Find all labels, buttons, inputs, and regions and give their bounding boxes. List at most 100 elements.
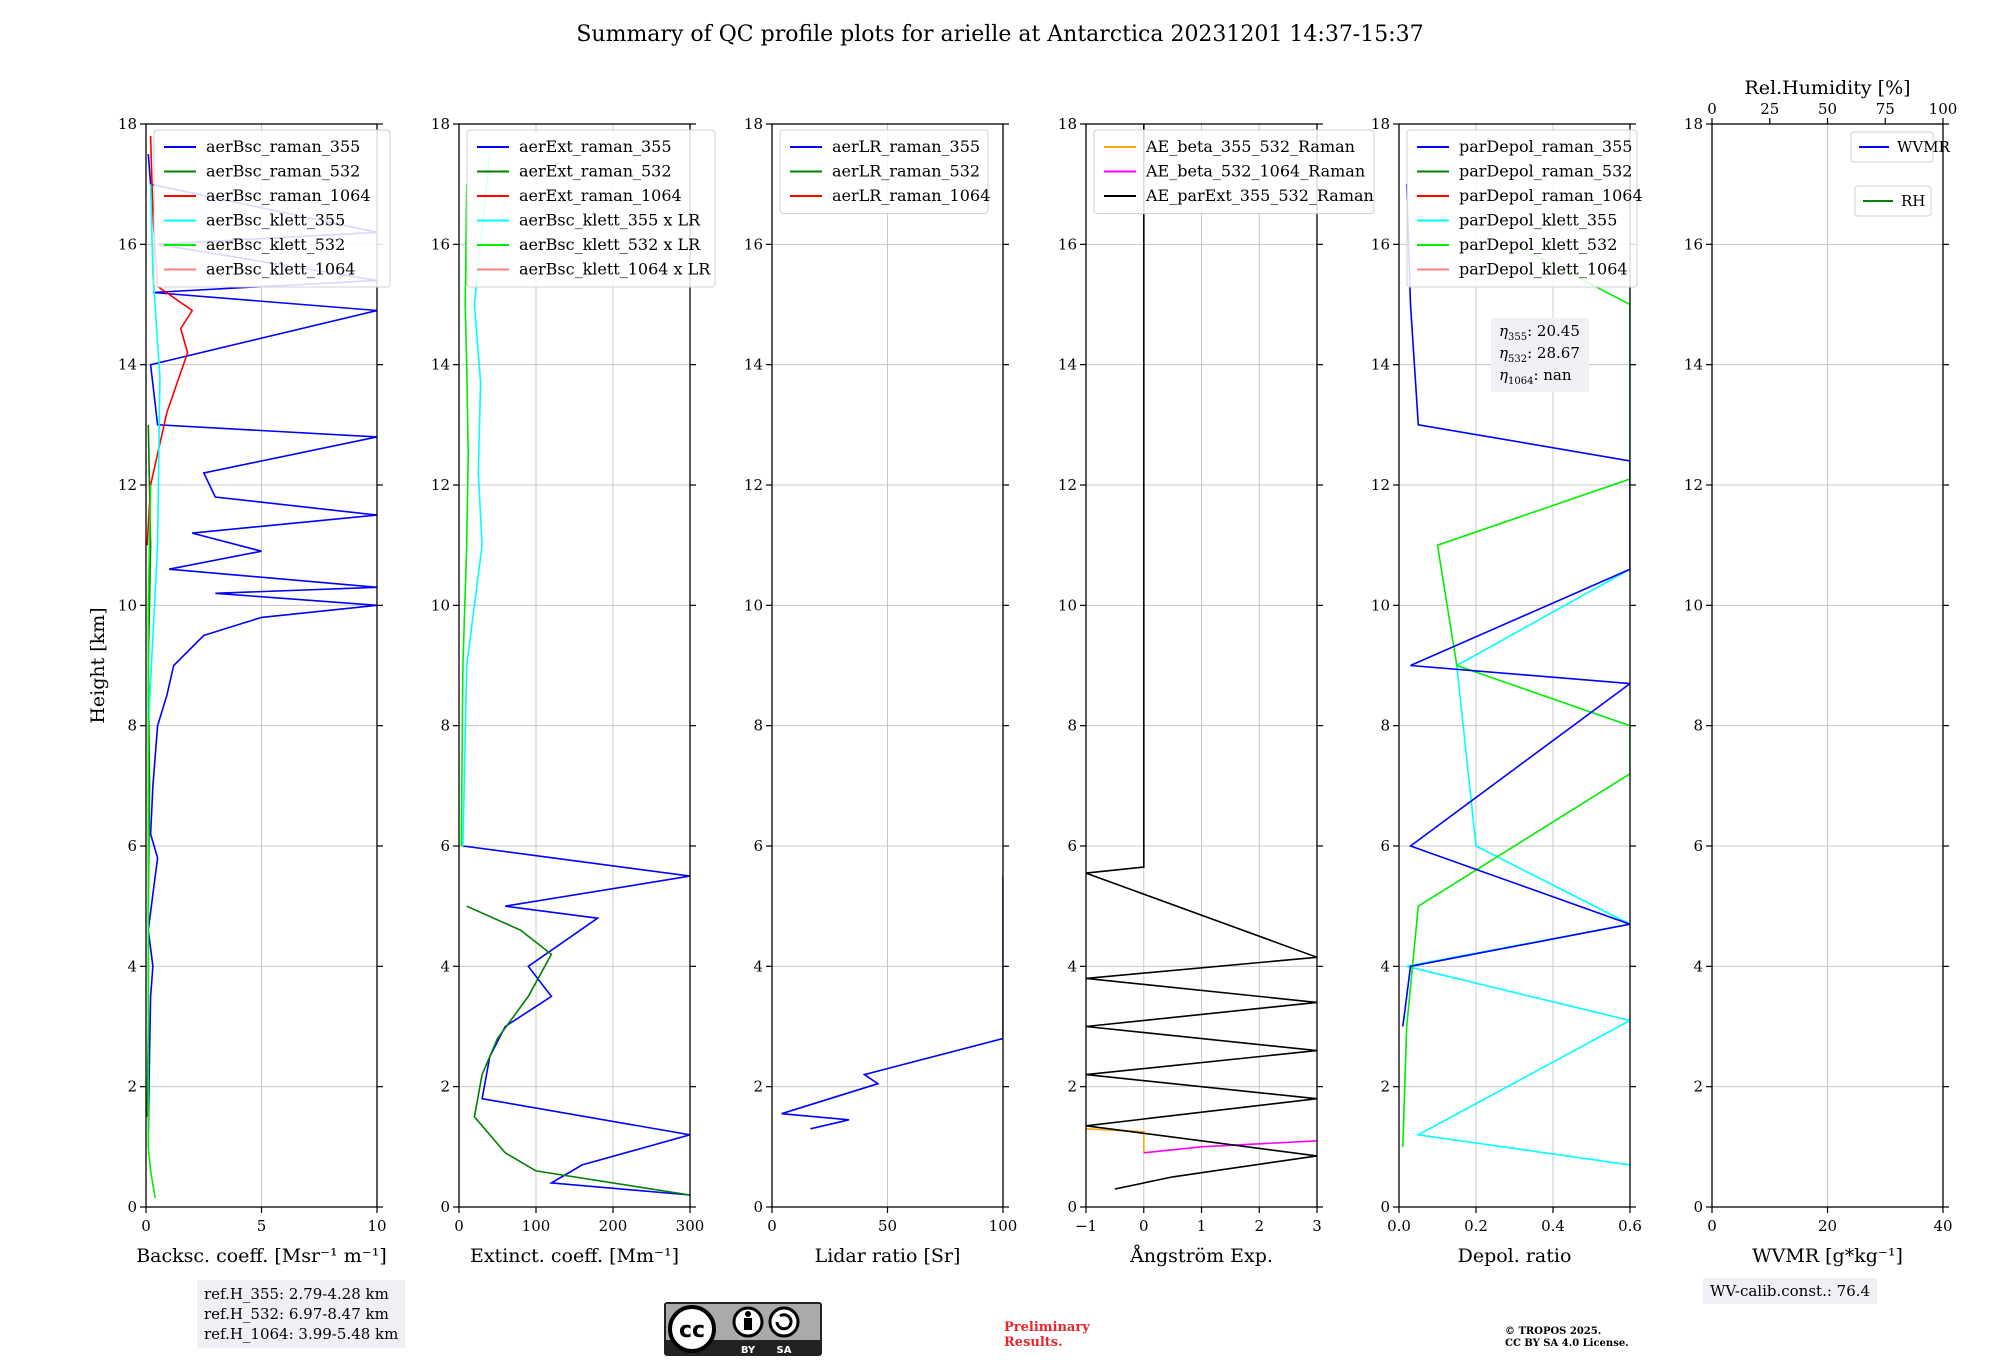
legend-label: aerLR_raman_355 (832, 137, 980, 156)
legend-label: parDepol_klett_1064 (1459, 260, 1628, 279)
top-x-tick-label: 75 (1876, 100, 1895, 118)
wv-calibration-box: WV-calib.const.: 76.4 (1703, 1278, 1878, 1304)
eta-value: : 20.45 (1527, 322, 1580, 340)
panel-extinction: 0 2 4 6 8 10 12 14 16 18 0 100 200 300 Extinct. coeff.… (431, 115, 716, 1267)
y-tick-label: 16 (1684, 235, 1703, 253)
eta-subscript: 355 (1508, 332, 1527, 343)
y-tick-label: 6 (440, 837, 450, 855)
y-tick-label: 16 (1058, 235, 1077, 253)
x-tick-label: 0.2 (1464, 1217, 1488, 1235)
legend-label: parDepol_raman_355 (1459, 137, 1632, 156)
y-tick-label: 14 (118, 356, 137, 374)
eta-value: : nan (1533, 366, 1571, 384)
y-tick-label: 12 (1058, 476, 1077, 494)
plot-frame (771, 123, 1004, 1208)
legend-label: aerExt_raman_1064 (519, 186, 682, 205)
series-line (1143, 1140, 1317, 1154)
series-line (1402, 243, 1630, 1147)
legend-label: aerBsc_klett_1064 x LR (519, 260, 711, 279)
y-tick-label: 16 (118, 235, 137, 253)
series-line (1406, 154, 1630, 1166)
cc-by-text: BY (741, 1345, 756, 1356)
series-line (460, 184, 470, 847)
y-tick-label: 10 (118, 596, 137, 614)
legend-label: aerBsc_raman_532 (206, 162, 360, 181)
legend-box (1406, 129, 1638, 288)
series-line (1086, 1128, 1145, 1153)
y-tick-label: 14 (431, 356, 450, 374)
x-tick-label: 10 (367, 1217, 386, 1235)
legend-label: parDepol_klett_532 (1459, 235, 1617, 254)
legend-label: AE_beta_355_532_Raman (1145, 137, 1355, 156)
y-tick-label: 4 (440, 957, 450, 975)
x-axis-label: WVMR [g*kg⁻¹] (1752, 1245, 1903, 1267)
y-tick-label: 0 (127, 1198, 137, 1216)
y-tick-label: 4 (753, 957, 763, 975)
y-tick-label: 6 (1067, 837, 1077, 855)
legend-label: aerBsc_klett_355 (206, 211, 345, 230)
x-axis-label: Backsc. coeff. [Msr⁻¹ m⁻¹] (136, 1245, 387, 1267)
x-tick-label: 0 (454, 1217, 464, 1235)
series-line (1086, 124, 1317, 1190)
reference-heights-box: ref.H_355: 2.79-4.28 km ref.H_532: 6.97-… (197, 1280, 406, 1348)
y-tick-label: 0 (440, 1198, 450, 1216)
y-tick-label: 16 (431, 235, 450, 253)
eta-value: : 28.67 (1527, 344, 1580, 362)
legend-label: parDepol_raman_1064 (1459, 186, 1643, 205)
y-tick-label: 16 (744, 235, 763, 253)
y-tick-label: 2 (1693, 1078, 1703, 1096)
top-x-tick-label: 0 (1707, 100, 1717, 118)
top-x-tick-label: 25 (1760, 100, 1779, 118)
y-tick-label: 0 (1380, 1198, 1390, 1216)
eta-symbol: η (1499, 322, 1508, 340)
legend-label: aerBsc_raman_355 (206, 137, 360, 156)
x-tick-label: 100 (989, 1217, 1018, 1235)
y-tick-label: 12 (1371, 476, 1390, 494)
x-tick-label: 1 (1197, 1217, 1207, 1235)
legend-label: RH (1901, 192, 1925, 210)
series-line (147, 484, 156, 1199)
legend-box (466, 129, 716, 288)
x-tick-label: 20 (1818, 1217, 1837, 1235)
eta-subscript: 532 (1508, 354, 1527, 365)
y-tick-label: 14 (1058, 356, 1077, 374)
x-axis-label: Lidar ratio [Sr] (815, 1245, 961, 1267)
x-tick-label: 2 (1254, 1217, 1264, 1235)
legend-label: aerBsc_klett_355 x LR (519, 211, 701, 230)
y-tick-label: 10 (1371, 596, 1390, 614)
y-tick-label: 8 (440, 717, 450, 735)
ref-height-1064: ref.H_1064: 3.99-5.48 km (204, 1325, 399, 1343)
legend-label: aerExt_raman_355 (519, 137, 672, 156)
x-tick-label: 40 (1933, 1217, 1952, 1235)
y-tick-label: 4 (1380, 957, 1390, 975)
y-tick-label: 0 (1693, 1198, 1703, 1216)
x-tick-label: 0.6 (1618, 1217, 1642, 1235)
legend-label: aerBsc_klett_532 x LR (519, 235, 701, 254)
x-tick-label: −1 (1075, 1217, 1097, 1235)
y-tick-label: 8 (127, 717, 137, 735)
y-tick-label: 12 (1684, 476, 1703, 494)
legend-box (779, 129, 989, 214)
y-tick-label: 0 (753, 1198, 763, 1216)
top-x-tick-label: 100 (1929, 100, 1958, 118)
eta-symbol: η (1499, 344, 1508, 362)
plot-frame (1085, 123, 1318, 1208)
y-tick-label: 10 (744, 596, 763, 614)
cc-text: cc (679, 1318, 705, 1343)
top-x-tick-label: 50 (1818, 100, 1837, 118)
panel-backscatter: 0 2 4 6 8 10 12 14 16 18 0 5 10 Backsc. coeff. [Msr⁻¹… (87, 115, 391, 1267)
y-tick-label: 6 (127, 837, 137, 855)
cc-license-logo: cc BY SA (664, 1302, 822, 1356)
legend-label: WVMR (1897, 138, 1951, 156)
ref-height-355: ref.H_355: 2.79-4.28 km (204, 1285, 389, 1303)
x-tick-label: 100 (522, 1217, 551, 1235)
y-tick-label: 18 (1371, 115, 1390, 133)
legend-label: parDepol_raman_532 (1459, 162, 1632, 181)
x-tick-label: 0 (767, 1217, 777, 1235)
y-tick-label: 6 (753, 837, 763, 855)
y-tick-label: 18 (431, 115, 450, 133)
x-axis-label: Extinct. coeff. [Mm⁻¹] (470, 1245, 679, 1267)
x-tick-label: 0.4 (1541, 1217, 1565, 1235)
legend-box (1093, 129, 1375, 214)
x-tick-label: 3 (1312, 1217, 1322, 1235)
